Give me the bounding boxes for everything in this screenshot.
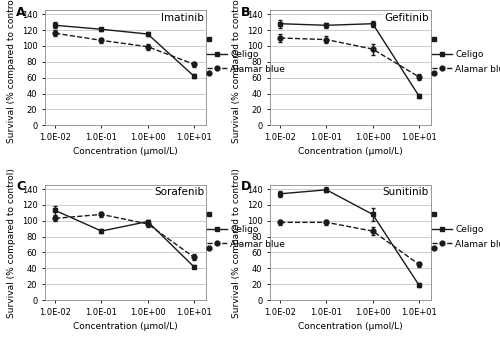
Legend: Celigo, Alamar blue: Celigo, Alamar blue (207, 50, 286, 74)
Text: Sorafenib: Sorafenib (154, 187, 204, 197)
X-axis label: Concentration (μmol/L): Concentration (μmol/L) (298, 147, 403, 157)
Text: D: D (241, 180, 252, 193)
Text: Sunitinib: Sunitinib (383, 187, 429, 197)
Text: Gefitinib: Gefitinib (384, 13, 429, 23)
Legend: Celigo, Alamar blue: Celigo, Alamar blue (432, 225, 500, 249)
Y-axis label: Survival (% compared to control): Survival (% compared to control) (7, 0, 16, 143)
Text: Imatinib: Imatinib (161, 13, 204, 23)
Text: A: A (16, 6, 26, 19)
X-axis label: Concentration (μmol/L): Concentration (μmol/L) (73, 322, 178, 331)
Text: C: C (16, 180, 25, 193)
X-axis label: Concentration (μmol/L): Concentration (μmol/L) (73, 147, 178, 157)
Text: B: B (241, 6, 250, 19)
Y-axis label: Survival (% compared to control): Survival (% compared to control) (232, 0, 241, 143)
Y-axis label: Survival (% compared to control): Survival (% compared to control) (7, 168, 16, 317)
Legend: Celigo, Alamar blue: Celigo, Alamar blue (207, 225, 286, 249)
Y-axis label: Survival (% compared to control): Survival (% compared to control) (232, 168, 241, 317)
Legend: Celigo, Alamar blue: Celigo, Alamar blue (432, 50, 500, 74)
X-axis label: Concentration (μmol/L): Concentration (μmol/L) (298, 322, 403, 331)
